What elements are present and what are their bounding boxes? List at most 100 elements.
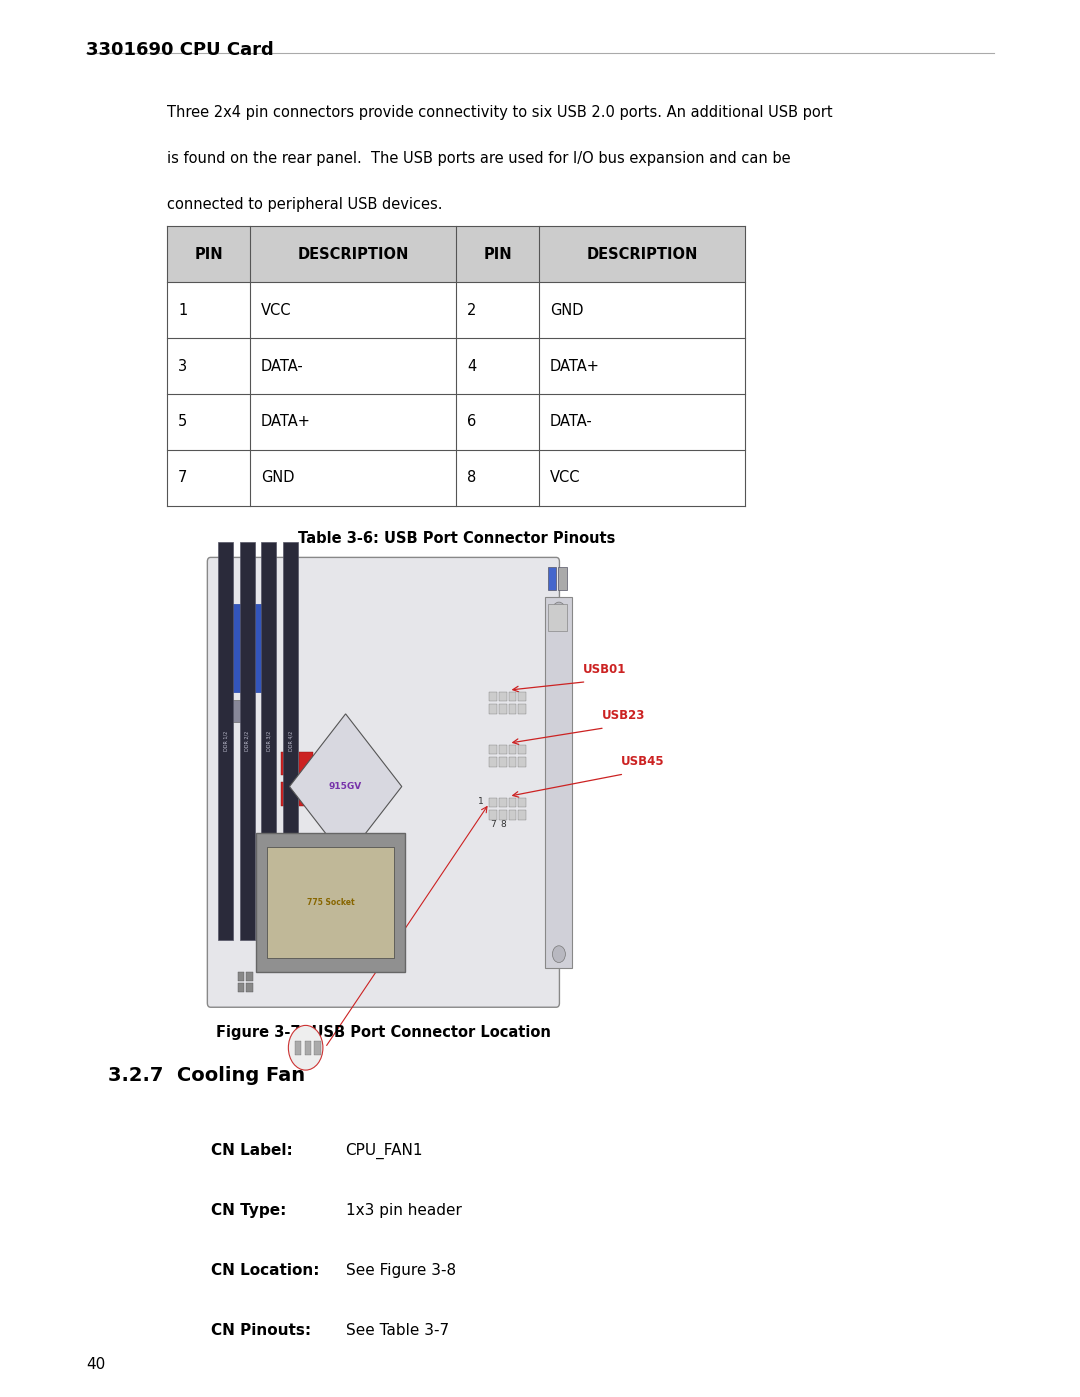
Bar <box>167 226 745 282</box>
Bar <box>240 542 255 940</box>
Text: 1: 1 <box>178 303 188 317</box>
Text: 1: 1 <box>478 798 484 806</box>
Text: CN Type:: CN Type: <box>211 1203 286 1218</box>
Text: CN Pinouts:: CN Pinouts: <box>211 1323 311 1338</box>
Text: CN Label:: CN Label: <box>211 1143 293 1158</box>
Text: 775 Socket: 775 Socket <box>307 898 354 907</box>
Bar <box>518 704 526 714</box>
Text: 1x3 pin header: 1x3 pin header <box>346 1203 461 1218</box>
Bar <box>499 810 507 820</box>
Bar <box>281 869 352 950</box>
Bar <box>558 567 567 590</box>
Text: Table 3-6: USB Port Connector Pinouts: Table 3-6: USB Port Connector Pinouts <box>298 531 615 546</box>
Bar <box>509 810 516 820</box>
Text: DDR 4/2: DDR 4/2 <box>288 731 293 752</box>
Bar <box>518 745 526 754</box>
Text: 4: 4 <box>468 359 476 373</box>
Bar <box>548 567 556 590</box>
Text: 3.2.7  Cooling Fan: 3.2.7 Cooling Fan <box>108 1066 306 1085</box>
Bar <box>267 847 394 958</box>
Bar <box>518 757 526 767</box>
Bar <box>281 752 295 775</box>
Bar <box>509 745 516 754</box>
Bar <box>238 972 244 981</box>
Text: 915GV: 915GV <box>329 782 362 791</box>
Bar <box>518 810 526 820</box>
Text: 8: 8 <box>500 820 505 828</box>
Text: 7: 7 <box>178 471 188 485</box>
Bar <box>489 745 497 754</box>
Bar <box>518 798 526 807</box>
Text: 3: 3 <box>178 359 187 373</box>
Text: 40: 40 <box>86 1356 106 1372</box>
Bar <box>499 757 507 767</box>
Bar <box>518 692 526 701</box>
Circle shape <box>552 946 566 963</box>
Text: See Figure 3-8: See Figure 3-8 <box>346 1263 456 1278</box>
Bar <box>246 983 253 992</box>
Bar <box>281 782 295 806</box>
Text: DESCRIPTION: DESCRIPTION <box>297 247 409 261</box>
Bar <box>489 704 497 714</box>
Bar <box>499 704 507 714</box>
Bar <box>489 798 497 807</box>
Text: Figure 3-7: USB Port Connector Location: Figure 3-7: USB Port Connector Location <box>216 1025 551 1041</box>
Bar <box>283 542 298 940</box>
Bar <box>238 983 244 992</box>
Bar <box>499 692 507 701</box>
Text: DATA+: DATA+ <box>260 415 311 429</box>
Bar <box>499 798 507 807</box>
Bar <box>284 873 349 946</box>
FancyBboxPatch shape <box>207 557 559 1007</box>
Text: See Table 3-7: See Table 3-7 <box>346 1323 448 1338</box>
Text: GND: GND <box>260 471 294 485</box>
Text: ICH6: ICH6 <box>305 905 328 914</box>
Text: GND: GND <box>550 303 583 317</box>
Text: 2: 2 <box>468 303 476 317</box>
Bar <box>509 704 516 714</box>
Bar <box>230 604 271 692</box>
Text: CN Location:: CN Location: <box>211 1263 319 1278</box>
Bar <box>489 757 497 767</box>
Bar <box>305 1041 311 1055</box>
Text: 7: 7 <box>490 820 496 828</box>
Bar <box>299 752 313 775</box>
Circle shape <box>552 602 566 619</box>
Text: DDR 1/2: DDR 1/2 <box>224 731 228 752</box>
Circle shape <box>288 1025 323 1070</box>
Bar <box>489 692 497 701</box>
Bar <box>489 810 497 820</box>
Text: DDR 2/2: DDR 2/2 <box>245 731 249 752</box>
Bar <box>548 604 567 631</box>
Text: is found on the rear panel.  The USB ports are used for I/O bus expansion and ca: is found on the rear panel. The USB port… <box>167 151 791 166</box>
Text: DDR 3/2: DDR 3/2 <box>267 731 271 752</box>
Text: USB01: USB01 <box>583 664 626 676</box>
Bar <box>230 700 254 722</box>
Bar <box>314 1041 321 1055</box>
Text: 3301690 CPU Card: 3301690 CPU Card <box>86 41 274 59</box>
Text: DATA-: DATA- <box>260 359 303 373</box>
Bar <box>299 782 313 806</box>
Text: CPU_FAN1: CPU_FAN1 <box>346 1143 423 1160</box>
Bar <box>509 757 516 767</box>
Text: DATA-: DATA- <box>550 415 593 429</box>
Polygon shape <box>289 714 402 859</box>
Text: VCC: VCC <box>260 303 292 317</box>
Bar <box>261 542 276 940</box>
Bar <box>256 833 405 972</box>
Text: 6: 6 <box>468 415 476 429</box>
Text: PIN: PIN <box>483 247 512 261</box>
Text: PIN: PIN <box>194 247 222 261</box>
Text: USB45: USB45 <box>621 756 664 768</box>
Text: DESCRIPTION: DESCRIPTION <box>586 247 698 261</box>
Text: 8: 8 <box>468 471 476 485</box>
Text: 5: 5 <box>178 415 188 429</box>
Text: Three 2x4 pin connectors provide connectivity to six USB 2.0 ports. An additiona: Three 2x4 pin connectors provide connect… <box>167 105 833 120</box>
Bar <box>295 1041 301 1055</box>
Text: connected to peripheral USB devices.: connected to peripheral USB devices. <box>167 197 443 212</box>
Bar <box>509 798 516 807</box>
Text: DATA+: DATA+ <box>550 359 599 373</box>
Bar <box>246 972 253 981</box>
Bar <box>218 542 233 940</box>
Text: VCC: VCC <box>550 471 580 485</box>
